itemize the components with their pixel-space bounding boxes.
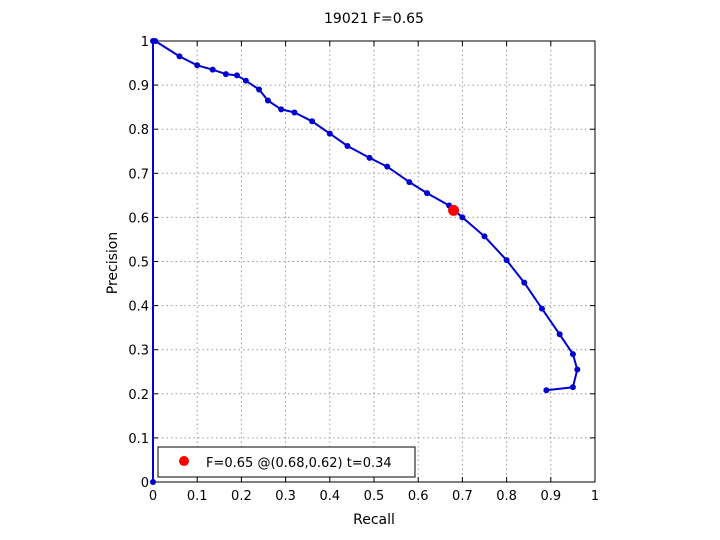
x-tick-label: 0.8 bbox=[496, 489, 517, 504]
pr-curve-point bbox=[256, 86, 263, 93]
legend-box bbox=[157, 446, 416, 478]
x-tick-label: 1 bbox=[591, 489, 599, 504]
legend-label: F=0.65 @(0.68,0.62) t=0.34 bbox=[206, 456, 392, 471]
pr-curve-point bbox=[366, 154, 373, 161]
pr-curve-point bbox=[176, 53, 183, 60]
pr-curve-point bbox=[406, 179, 413, 186]
pr-curve-point bbox=[424, 190, 431, 197]
pr-curve-point bbox=[503, 257, 510, 264]
axis-ticks: 0 0.1 0.2 0.3 0.4 0.5 0.6 0.7 0.8 0.9 1 0 0.1 0.2 0.3 0… bbox=[128, 35, 599, 504]
pr-curve-point bbox=[569, 351, 576, 358]
x-tick-label: 0.7 bbox=[452, 489, 473, 504]
legend-marker bbox=[179, 456, 189, 466]
y-tick-label: 0.9 bbox=[128, 79, 149, 94]
y-tick-label: 0.6 bbox=[128, 211, 149, 226]
pr-curve-point bbox=[242, 77, 249, 84]
pr-curve-point bbox=[264, 97, 271, 104]
pr-curve-point bbox=[309, 118, 316, 125]
pr-curve-point bbox=[556, 331, 563, 338]
pr-curve-point bbox=[291, 109, 298, 116]
pr-curve-point bbox=[481, 233, 488, 240]
y-axis-label: Precision bbox=[105, 232, 121, 294]
y-tick-label: 0.1 bbox=[128, 432, 149, 447]
pr-curve-point bbox=[521, 279, 528, 286]
y-tick-label: 0.4 bbox=[128, 300, 149, 315]
pr-curve-point bbox=[150, 479, 156, 485]
x-tick-label: 0.3 bbox=[275, 489, 296, 504]
y-tick-label: 0 bbox=[141, 476, 149, 491]
x-tick-label: 0.2 bbox=[231, 489, 252, 504]
pr-curve-point bbox=[152, 38, 159, 44]
best-f-point bbox=[448, 204, 460, 216]
pr-curve-point bbox=[569, 384, 576, 391]
y-tick-label: 1 bbox=[141, 35, 149, 50]
pr-curve-point bbox=[233, 72, 240, 79]
pr-curve-point bbox=[538, 305, 545, 312]
x-tick-label: 0 bbox=[149, 489, 157, 504]
y-tick-label: 0.3 bbox=[128, 344, 149, 359]
y-tick-label: 0.2 bbox=[128, 388, 149, 403]
x-axis-label: Recall bbox=[353, 512, 395, 528]
pr-curve-point bbox=[209, 66, 216, 73]
pr-curve-point bbox=[459, 214, 466, 221]
x-tick-label: 0.1 bbox=[187, 489, 208, 504]
x-tick-label: 0.6 bbox=[408, 489, 429, 504]
pr-curve-point bbox=[278, 106, 285, 113]
chart-title: 19021 F=0.65 bbox=[324, 11, 424, 27]
y-tick-label: 0.7 bbox=[128, 167, 149, 182]
y-tick-label: 0.8 bbox=[128, 123, 149, 138]
pr-curve-point bbox=[194, 62, 201, 69]
pr-curve-point bbox=[543, 387, 550, 394]
series-layer bbox=[150, 38, 581, 485]
pr-curve-point bbox=[344, 142, 351, 149]
pr-curve-point bbox=[326, 130, 333, 137]
pr-curve-point bbox=[384, 163, 391, 170]
grid-lines bbox=[153, 41, 595, 482]
pr-curve-point bbox=[574, 366, 581, 373]
x-tick-label: 0.5 bbox=[364, 489, 385, 504]
x-tick-label: 0.4 bbox=[319, 489, 340, 504]
pr-curve-point bbox=[222, 71, 229, 78]
y-tick-label: 0.5 bbox=[128, 256, 149, 271]
legend: F=0.65 @(0.68,0.62) t=0.34 bbox=[157, 446, 416, 478]
x-tick-label: 0.9 bbox=[540, 489, 561, 504]
